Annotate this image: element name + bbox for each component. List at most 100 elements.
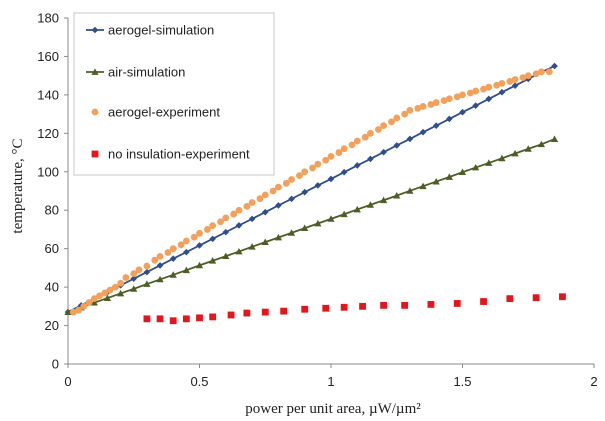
data-point (169, 317, 177, 325)
x-tick-label: 0.5 (190, 374, 208, 389)
data-point (322, 304, 330, 312)
data-point (524, 145, 532, 152)
data-point (419, 182, 427, 190)
data-point (275, 202, 282, 209)
data-point (269, 187, 277, 195)
data-point (419, 103, 427, 110)
data-point (183, 248, 190, 256)
data-point (440, 97, 448, 105)
data-point (261, 191, 269, 199)
data-point (380, 122, 387, 130)
data-point (235, 206, 243, 214)
series-no-insulation-experiment (143, 293, 566, 325)
data-point (340, 303, 348, 311)
data-point (498, 154, 506, 162)
data-point (248, 199, 256, 206)
data-point (367, 155, 374, 163)
data-point (85, 299, 93, 306)
legend-label: no insulation-experiment (108, 147, 250, 162)
data-point (209, 257, 217, 264)
data-point (80, 302, 88, 310)
data-point (143, 262, 151, 270)
legend-item: aerogel-simulation (86, 23, 214, 38)
data-point (143, 315, 151, 323)
data-point (380, 301, 387, 309)
data-point (485, 95, 493, 103)
data-point (353, 137, 361, 145)
data-point (169, 255, 177, 262)
data-point (301, 188, 308, 196)
data-point (275, 183, 282, 191)
y-tick-label: 120 (37, 126, 59, 141)
data-point (393, 192, 401, 199)
y-tick-label: 60 (45, 241, 59, 256)
data-point (314, 182, 322, 189)
data-point (288, 195, 295, 203)
data-point (472, 163, 480, 171)
data-point (327, 175, 335, 183)
data-point (414, 104, 422, 112)
data-point (485, 159, 493, 166)
data-point (195, 261, 204, 269)
data-point (506, 295, 514, 303)
legend-marker (91, 108, 99, 116)
data-point (261, 208, 269, 216)
data-point (427, 301, 435, 308)
data-point (256, 195, 264, 203)
y-axis-ticks: 0 20 40 60 80 100 120 140 160 180 (37, 11, 68, 372)
y-tick-label: 140 (37, 87, 59, 102)
data-point (143, 280, 151, 287)
y-tick-label: 40 (45, 280, 59, 295)
data-point (314, 160, 322, 168)
legend-marker (91, 68, 99, 75)
data-point (327, 215, 335, 222)
data-point (432, 122, 440, 129)
data-point (248, 215, 256, 223)
data-point (130, 285, 138, 292)
data-point (472, 102, 479, 109)
data-point (301, 168, 309, 176)
data-point (335, 149, 343, 156)
data-point (314, 219, 322, 227)
data-point (222, 228, 230, 236)
data-point (69, 308, 77, 316)
data-point (361, 133, 369, 141)
data-point (209, 222, 217, 230)
data-point (340, 145, 348, 153)
data-point (190, 233, 198, 241)
data-point (485, 83, 493, 91)
x-tick-label: 1 (327, 374, 334, 389)
data-point (156, 315, 164, 323)
data-point (559, 293, 566, 301)
legend-item: air-simulation (86, 65, 185, 80)
data-point (196, 229, 203, 237)
data-point (459, 91, 466, 99)
y-tick-label: 20 (45, 318, 59, 333)
data-point (230, 210, 238, 218)
data-point (106, 286, 114, 294)
legend-label: air-simulation (108, 65, 185, 80)
data-point (538, 68, 545, 76)
data-point (64, 308, 72, 315)
data-point (532, 294, 540, 302)
data-point (96, 292, 103, 300)
data-point (380, 148, 387, 156)
legend-item: aerogel-experiment (91, 105, 220, 120)
data-point (393, 142, 401, 149)
data-point (130, 270, 138, 278)
data-point (498, 79, 506, 87)
data-point (101, 289, 109, 297)
data-point (353, 205, 361, 213)
data-point (151, 256, 159, 264)
legend-item: no insulation-experiment (91, 147, 250, 162)
data-point (480, 298, 487, 305)
data-point (261, 238, 269, 246)
data-point (532, 70, 540, 78)
data-point (117, 279, 124, 287)
data-point (445, 173, 453, 180)
data-point (90, 299, 98, 306)
data-point (182, 237, 190, 245)
data-point (511, 149, 519, 157)
y-tick-label: 100 (37, 164, 59, 179)
